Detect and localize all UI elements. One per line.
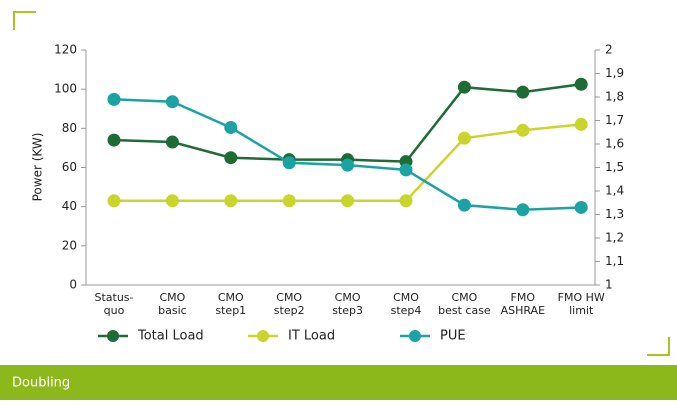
point [107, 194, 121, 208]
x-tick-label: Status-quo [94, 291, 133, 317]
corner-mark [647, 337, 670, 356]
point [224, 194, 238, 208]
point [574, 117, 588, 131]
y2-tick-label: 1 [605, 278, 613, 292]
y2-tick-label: 1,6 [605, 137, 624, 151]
point [107, 92, 121, 106]
x-tick-label-line: best case [438, 304, 491, 317]
legend-label: Total Load [137, 329, 204, 344]
point [516, 85, 530, 99]
footer-bar [0, 365, 677, 400]
x-tick-label: CMO step2 [274, 291, 305, 317]
y-tick-label: 120 [54, 43, 77, 57]
x-tick-label: CMO step1 [215, 291, 246, 317]
point [224, 151, 238, 165]
legend-marker [107, 330, 119, 342]
y2-tick-label: 1,4 [605, 184, 624, 198]
x-tick-label: FMO HW limit [558, 291, 605, 317]
y-tick-label: 20 [62, 238, 77, 252]
y2-tick-label: 1,2 [605, 231, 624, 245]
point [516, 203, 530, 217]
point [457, 131, 471, 145]
point [224, 121, 238, 135]
y-tick-label: 60 [62, 160, 77, 174]
x-tick-label-line: CMO [159, 291, 185, 304]
x-tick-label-line: step2 [274, 304, 305, 317]
x-tick-label-line: FMO [511, 291, 536, 304]
y-tick-label: 0 [69, 278, 77, 292]
legend-marker [409, 330, 421, 342]
legend-label: IT Load [288, 329, 335, 344]
y-tick-label: 80 [62, 121, 77, 135]
x-tick-label-line: step1 [215, 304, 246, 317]
point [574, 200, 588, 214]
footer-text: Doubling [12, 376, 70, 391]
corner-mark [13, 11, 36, 30]
point [165, 135, 179, 149]
x-tick-label-line: quo [104, 304, 125, 317]
x-tick-label: FMO ASHRAE [501, 291, 546, 317]
y2-tick-label: 2 [605, 43, 613, 57]
point [457, 198, 471, 212]
point [457, 80, 471, 94]
x-tick-label-line: step3 [332, 304, 363, 317]
point [165, 194, 179, 208]
y2-tick-label: 1,7 [605, 113, 624, 127]
x-tick-label-line: CMO [218, 291, 244, 304]
x-tick-label-line: CMO [393, 291, 419, 304]
x-tick-label: CMO basic [158, 291, 187, 317]
y-axis-title: Power (KW) [31, 133, 45, 202]
x-tick-label-line: step4 [391, 304, 422, 317]
x-tick-label-line: limit [569, 304, 594, 317]
x-tick-label: CMO best case [438, 291, 491, 317]
y2-tick-label: 1,8 [605, 90, 624, 104]
point [282, 194, 296, 208]
x-tick-label-line: CMO [276, 291, 302, 304]
x-tick-label-line: basic [158, 304, 187, 317]
series-line [113, 83, 582, 163]
point [399, 163, 413, 177]
legend-label: PUE [440, 329, 466, 344]
point [341, 158, 355, 172]
point [399, 194, 413, 208]
legend-marker [257, 330, 269, 342]
y2-tick-label: 1,1 [605, 254, 624, 268]
x-tick-label-line: ASHRAE [501, 304, 546, 317]
x-tick-label: CMO step4 [391, 291, 422, 317]
y2-tick-label: 1,9 [605, 66, 624, 80]
y2-tick-label: 1,3 [605, 207, 624, 221]
y-tick-label: 40 [62, 199, 77, 213]
x-tick-label-line: FMO HW [558, 291, 605, 304]
y2-tick-label: 1,5 [605, 160, 624, 174]
point [574, 77, 588, 91]
point [107, 133, 121, 147]
x-tick-label: CMO step3 [332, 291, 363, 317]
point [516, 123, 530, 137]
y-tick-label: 100 [54, 82, 77, 96]
x-tick-label-line: Status- [94, 291, 133, 304]
point [165, 95, 179, 109]
point [282, 156, 296, 170]
x-tick-label-line: CMO [335, 291, 361, 304]
point [341, 194, 355, 208]
x-tick-label-line: CMO [451, 291, 477, 304]
